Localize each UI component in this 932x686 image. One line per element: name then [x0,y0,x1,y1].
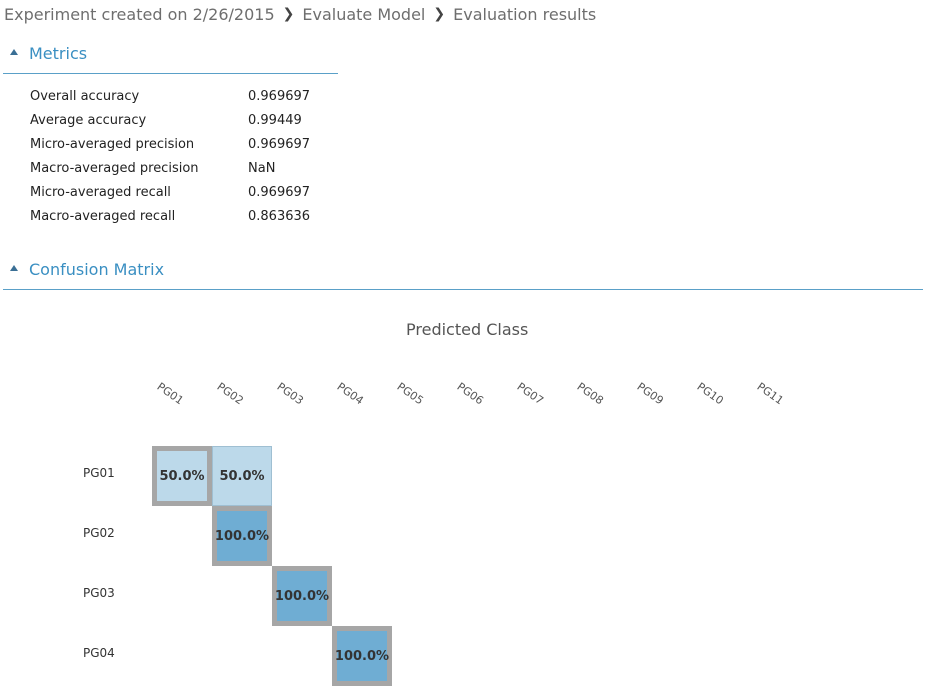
metrics-section-toggle[interactable]: Metrics [10,41,87,65]
metric-value: 0.969697 [248,88,311,104]
metric-row: Macro-averaged recall 0.863636 [30,204,348,228]
matrix-cell: 100.0% [212,506,272,566]
row-label: PG02 [83,526,115,540]
metric-value: 0.969697 [248,136,311,152]
matrix-cell: 50.0% [152,446,212,506]
matrix-cell: 50.0% [212,446,272,506]
collapse-triangle-icon [10,265,18,271]
metric-value: 0.99449 [248,112,302,128]
matrix-cell: 100.0% [332,626,392,686]
confusion-matrix-section-toggle[interactable]: Confusion Matrix [10,257,164,281]
breadcrumb-evaluate-model[interactable]: Evaluate Model [302,4,426,24]
metric-row: Macro-averaged precision NaN [30,156,348,180]
column-label: PG02 [214,380,246,408]
matrix-cell: 100.0% [272,566,332,626]
breadcrumb-experiment[interactable]: Experiment created on 2/26/2015 [4,4,275,24]
breadcrumb: Experiment created on 2/26/2015 ❯ Evalua… [4,2,596,26]
collapse-triangle-icon [10,49,18,55]
column-label: PG01 [154,380,186,408]
metrics-title: Metrics [29,43,88,63]
column-label: PG09 [634,380,666,408]
metric-label: Average accuracy [30,112,147,128]
predicted-class-title: Predicted Class [406,320,529,339]
column-label: PG10 [694,380,726,408]
metric-row: Micro-averaged precision 0.969697 [30,132,348,156]
column-label: PG08 [574,380,606,408]
row-label: PG03 [83,586,115,600]
metric-label: Overall accuracy [30,88,140,104]
metric-label: Macro-averaged recall [30,208,176,224]
metric-label: Macro-averaged precision [30,160,199,176]
row-label: PG04 [83,646,115,660]
metric-label: Micro-averaged recall [30,184,171,200]
column-label: PG06 [454,380,486,408]
breadcrumb-evaluation-results: Evaluation results [453,4,597,24]
row-label: PG01 [83,466,115,480]
metric-value: 0.969697 [248,184,311,200]
metric-row: Average accuracy 0.99449 [30,108,348,132]
column-label: PG03 [274,380,306,408]
metric-row: Micro-averaged recall 0.969697 [30,180,348,204]
metrics-divider [3,73,338,74]
column-label: PG11 [754,380,786,408]
chevron-right-icon: ❯ [433,6,446,22]
metrics-table: Overall accuracy 0.969697 Average accura… [30,84,348,228]
chevron-right-icon: ❯ [282,6,295,22]
column-label: PG04 [334,380,366,408]
metric-label: Micro-averaged precision [30,136,195,152]
metric-value: 0.863636 [248,208,311,224]
column-label: PG07 [514,380,546,408]
column-label: PG05 [394,380,426,408]
metric-value: NaN [248,160,276,176]
confusion-matrix-divider [3,289,923,290]
metric-row: Overall accuracy 0.969697 [30,84,348,108]
confusion-matrix-title: Confusion Matrix [29,259,165,279]
